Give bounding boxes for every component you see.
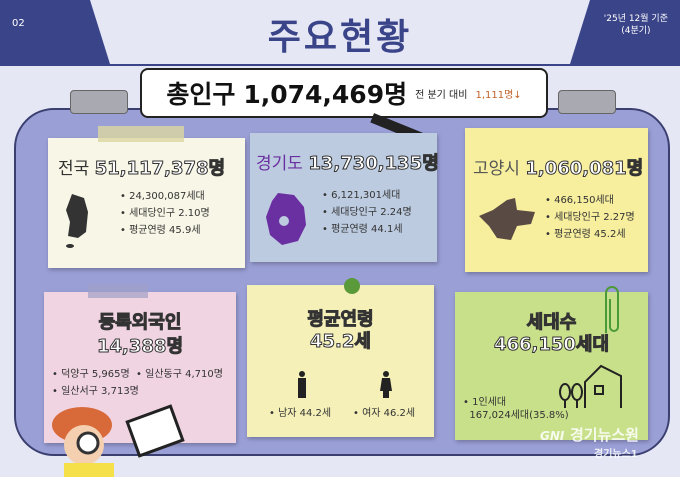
pushpin-icon [344, 278, 360, 294]
compare-label: 전 분기 대비 [415, 89, 468, 101]
change-value: 1,111명↓ [475, 89, 522, 101]
foreign-value: 14,388명 [96, 336, 184, 358]
household-title: 세대수 [526, 312, 577, 334]
binder-clip-icon [70, 90, 128, 114]
foreign-stats: • 덕양구 5,965명 • 일산동구 4,710명 • 일산서구 3,713명 [52, 369, 223, 397]
goyang-map-icon [479, 198, 535, 240]
total-label: 총인구 [166, 80, 236, 109]
house-and-trees-icon [559, 364, 622, 408]
male-icon [298, 371, 306, 398]
card-household: 세대수 466,150세대 • 1인세대 167,024세대(35.8%) [455, 292, 648, 440]
gyeonggi-map-icon [266, 193, 306, 245]
single-household: • 1인세대 167,024세대(35.8%) [463, 397, 569, 421]
female-icon [380, 371, 392, 398]
korea-map-icon [66, 194, 88, 248]
card-goyang: 고양시 1,060,081명 466,150세대세대당인구 2.27명평균연령 … [465, 128, 648, 272]
card-nation: 전국 51,117,378명 24,300,087세대세대당인구 2.10명평균… [48, 126, 245, 268]
gyeonggi-stats: 6,121,301세대세대당인구 2.24명평균연령 44.1세 [322, 187, 412, 238]
page-title: 주요현황 [267, 17, 413, 58]
card-title: 고양시 1,060,081명 [473, 158, 644, 180]
paperclip-icon [605, 286, 619, 333]
card-title: 경기도 13,730,135명 [256, 153, 439, 175]
foreign-title: 등록외국인 [98, 312, 182, 334]
reference-date: '25년 12월 기준 (4분기) [603, 14, 668, 36]
male-age: • 남자 44.2세 [269, 408, 332, 419]
goyang-stats: 466,150세대세대당인구 2.27명평균연령 45.2세 [545, 192, 635, 243]
card-title: 전국 51,117,378명 [58, 158, 226, 180]
title-tab [90, 0, 590, 64]
total-value: 1,074,469명 [243, 80, 408, 109]
age-value: 45.2세 [310, 331, 372, 353]
female-age: • 여자 46.2세 [353, 408, 416, 419]
watermark: GNI 경기뉴스원 경기뉴스1 [540, 426, 639, 460]
nation-stats: 24,300,087세대세대당인구 2.10명평균연령 45.9세 [120, 188, 210, 239]
binder-clip-icon [558, 90, 616, 114]
household-value: 466,150세대 [493, 334, 610, 356]
page-number: 02 [12, 18, 25, 29]
character-with-magnifier-icon [52, 404, 185, 477]
total-population-box: 총인구 1,074,469명 전 분기 대비 1,111명↓ [140, 68, 548, 118]
card-gyeonggi: 경기도 13,730,135명 6,121,301세대세대당인구 2.24명평균… [250, 133, 439, 262]
age-title: 평균연령 [307, 309, 374, 331]
card-average-age: 평균연령 45.2세 • 남자 44.2세 • 여자 46.2세 [247, 285, 434, 437]
